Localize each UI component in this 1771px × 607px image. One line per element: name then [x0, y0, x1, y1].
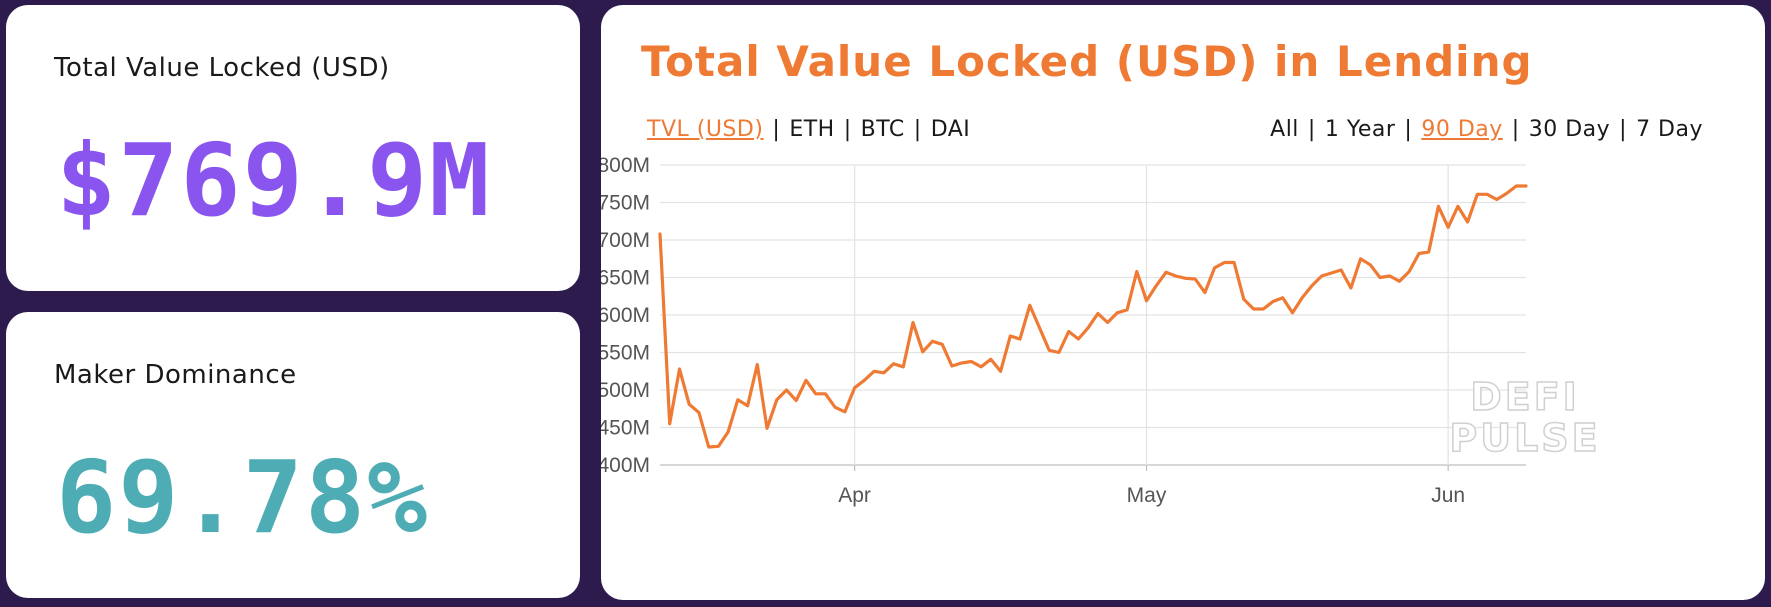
- separator: |: [1511, 117, 1520, 142]
- maker-dominance-value: 69.78%: [56, 439, 430, 556]
- x-tick-label: Apr: [838, 484, 871, 507]
- unit-option-btc[interactable]: BTC: [860, 117, 905, 142]
- y-tick-label: $550M: [601, 342, 650, 365]
- tvl-label: Total Value Locked (USD): [54, 53, 390, 83]
- y-tick-label: $500M: [601, 379, 650, 402]
- y-tick-label: $750M: [601, 192, 650, 215]
- y-axis-ticks: $400M $450M $500M $550M $600M $650M $700M $750M…: [601, 154, 650, 477]
- y-tick-label: $400M: [601, 454, 650, 477]
- unit-option-dai[interactable]: DAI: [930, 117, 971, 142]
- y-tick-label: $600M: [601, 304, 650, 327]
- tvl-line-chart: $400M $450M $500M $550M $600M $650M $700M $750M…: [601, 154, 1600, 507]
- chart-title: Total Value Locked (USD) in Lending: [641, 37, 1533, 86]
- y-tick-label: $800M: [601, 154, 650, 177]
- range-option-30-day[interactable]: 30 Day: [1528, 117, 1611, 142]
- separator: |: [913, 117, 922, 142]
- grid-lines: [660, 164, 1526, 471]
- maker-dominance-label: Maker Dominance: [54, 360, 297, 390]
- y-tick-label: $700M: [601, 229, 650, 252]
- separator: |: [1404, 117, 1413, 142]
- separator: |: [1619, 117, 1628, 142]
- watermark-line-1: DEFI: [1470, 375, 1580, 419]
- tvl-card: Total Value Locked (USD) $769.9M: [6, 5, 580, 291]
- x-tick-label: May: [1127, 484, 1167, 507]
- unit-toggle: TVL (USD) | ETH | BTC | DAI: [647, 117, 970, 142]
- separator: |: [843, 117, 852, 142]
- chart-card: Total Value Locked (USD) in Lending TVL …: [601, 5, 1765, 600]
- y-tick-label: $650M: [601, 267, 650, 290]
- tvl-series-line: [658, 184, 1528, 449]
- range-option-7-day[interactable]: 7 Day: [1636, 117, 1703, 142]
- tvl-value: $769.9M: [56, 122, 492, 239]
- y-tick-label: $450M: [601, 417, 650, 440]
- x-tick-label: Jun: [1431, 484, 1465, 507]
- unit-option-eth[interactable]: ETH: [789, 117, 835, 142]
- defi-pulse-watermark: DEFI PULSE: [1449, 374, 1600, 461]
- range-option-all[interactable]: All: [1270, 117, 1299, 142]
- range-option-1-year[interactable]: 1 Year: [1324, 117, 1396, 142]
- range-option-90-day[interactable]: 90 Day: [1421, 117, 1503, 142]
- unit-option-tvl-usd[interactable]: TVL (USD): [647, 117, 764, 142]
- maker-dominance-card: Maker Dominance 69.78%: [6, 312, 580, 598]
- watermark-line-2: PULSE: [1449, 416, 1600, 460]
- series-layer: [658, 184, 1528, 449]
- x-axis-ticks: Apr May Jun: [838, 484, 1465, 507]
- separator: |: [1307, 117, 1316, 142]
- range-toggle: All | 1 Year | 90 Day | 30 Day | 7 Day: [1270, 117, 1703, 142]
- separator: |: [772, 117, 781, 142]
